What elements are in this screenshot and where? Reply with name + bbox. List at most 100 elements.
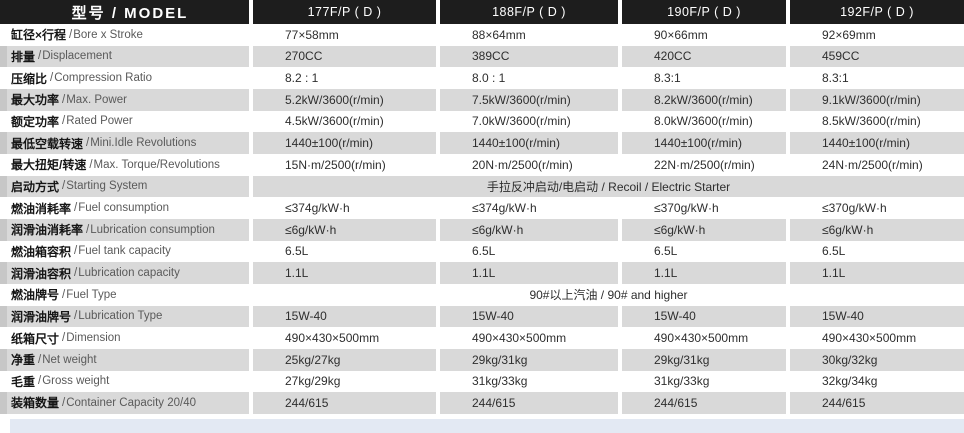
- spec-value: 8.3:1: [790, 67, 964, 89]
- row-label-zh: 最大扭矩/转速: [11, 158, 87, 173]
- spec-value: 15N·m/2500(r/min): [253, 153, 440, 176]
- column-header-model-188: 188F/P ( D ): [440, 0, 622, 24]
- row-label-separator: /: [38, 50, 42, 63]
- spec-value: 244/615: [790, 392, 964, 414]
- spec-value: 24N·m/2500(r/min): [790, 153, 964, 176]
- row-label: 润滑油消耗率 / Lubrication consumption: [0, 218, 253, 241]
- spec-value: 8.2 : 1: [253, 67, 440, 89]
- row-label-zh: 压缩比: [11, 71, 48, 86]
- row-label-separator: /: [74, 310, 78, 323]
- spec-value: 6.5L: [790, 240, 964, 263]
- spec-value: 77×58mm: [253, 24, 440, 46]
- spec-value: 4.5kW/3600(r/min): [253, 110, 440, 133]
- spec-row: 缸径×行程 / Bore x Stroke 77×58mm 88×64mm 90×66…: [0, 24, 964, 46]
- spec-value: 420CC: [622, 45, 790, 68]
- spec-value: 6.5L: [253, 240, 440, 263]
- row-label-separator: /: [69, 28, 73, 41]
- row-label-zh: 额定功率: [11, 114, 60, 129]
- row-label: 净重 / Net weight: [0, 348, 253, 371]
- spec-value: 490×430×500mm: [253, 327, 440, 349]
- spec-value: 270CC: [253, 45, 440, 68]
- row-label-zh: 燃油消耗率: [11, 201, 72, 216]
- row-label-separator: /: [74, 267, 78, 280]
- row-label-en: Rated Power: [66, 115, 133, 128]
- spec-value: 1.1L: [440, 262, 622, 284]
- spec-row: 装箱数量 / Container Capacity 20/40 244/615 24…: [0, 392, 964, 414]
- spec-value: ≤6g/kW·h: [253, 218, 440, 241]
- spec-value: 22N·m/2500(r/min): [622, 153, 790, 176]
- spec-row: 压缩比 / Compression Ratio 8.2 : 1 8.0 : 1 8.3…: [0, 67, 964, 89]
- row-label-separator: /: [62, 115, 66, 128]
- row-label-en: Fuel consumption: [78, 202, 169, 215]
- row-label-zh: 净重: [11, 353, 36, 368]
- row-label: 最低空载转速 / Mini.Idle Revolutions: [0, 132, 253, 154]
- spec-value: 1440±100(r/min): [440, 132, 622, 154]
- spec-row: 润滑油牌号 / Lubrication Type 15W-40 15W-40 15W-…: [0, 305, 964, 328]
- row-label-separator: /: [38, 353, 42, 366]
- row-label-en: Container Capacity 20/40: [66, 396, 196, 409]
- spec-row: 燃油箱容积 / Fuel tank capacity 6.5L 6.5L 6.5L 6.…: [0, 240, 964, 263]
- spec-value: 25kg/27kg: [253, 348, 440, 371]
- spec-value-span: 手拉反冲启动/电启动 / Recoil / Electric Starter: [253, 175, 964, 198]
- spec-value: 1.1L: [790, 262, 964, 284]
- row-label-zh: 装箱数量: [11, 396, 60, 411]
- row-label-zh: 启动方式: [11, 179, 60, 194]
- row-label: 润滑油容积 / Lubrication capacity: [0, 262, 253, 284]
- row-label: 燃油箱容积 / Fuel tank capacity: [0, 240, 253, 263]
- spec-value: 92×69mm: [790, 24, 964, 46]
- spec-value: 8.2kW/3600(r/min): [622, 88, 790, 111]
- footer-band: [10, 418, 964, 433]
- row-label: 最大扭矩/转速 / Max. Torque/Revolutions: [0, 153, 253, 176]
- spec-value: 29kg/31kg: [440, 348, 622, 371]
- row-label-en: Lubrication capacity: [78, 267, 180, 280]
- spec-value: ≤6g/kW·h: [790, 218, 964, 241]
- spec-value: 6.5L: [440, 240, 622, 263]
- spec-value: 15W-40: [440, 305, 622, 328]
- spec-value: 15W-40: [253, 305, 440, 328]
- spec-value: 31kg/33kg: [622, 370, 790, 393]
- row-label: 压缩比 / Compression Ratio: [0, 67, 253, 89]
- row-label-zh: 燃油箱容积: [11, 244, 72, 259]
- spec-row: 最低空载转速 / Mini.Idle Revolutions 1440±100(r…: [0, 132, 964, 154]
- spec-value: 9.1kW/3600(r/min): [790, 88, 964, 111]
- spec-value: 20N·m/2500(r/min): [440, 153, 622, 176]
- spec-value: 5.2kW/3600(r/min): [253, 88, 440, 111]
- spec-row: 最大功率 / Max. Power 5.2kW/3600(r/min) 7.5kW/…: [0, 88, 964, 111]
- row-label: 启动方式 / Starting System: [0, 175, 253, 198]
- row-label-en: Gross weight: [42, 375, 110, 388]
- row-label-zh: 最低空载转速: [11, 136, 84, 151]
- row-label: 最大功率 / Max. Power: [0, 88, 253, 111]
- row-label: 润滑油牌号 / Lubrication Type: [0, 305, 253, 328]
- spec-value: 32kg/34kg: [790, 370, 964, 393]
- row-label-en: Max. Torque/Revolutions: [93, 158, 220, 171]
- spec-row: 毛重 / Gross weight 27kg/29kg 31kg/33kg 31kg/…: [0, 370, 964, 393]
- row-label: 燃油牌号 / Fuel Type: [0, 283, 253, 306]
- spec-row: 最大扭矩/转速 / Max. Torque/Revolutions 15N·m/2…: [0, 153, 964, 176]
- table-body: 缸径×行程 / Bore x Stroke 77×58mm 88×64mm 90×66…: [0, 24, 964, 414]
- row-label-separator: /: [62, 93, 66, 106]
- column-header-model-177: 177F/P ( D ): [253, 0, 440, 24]
- spec-value: 31kg/33kg: [440, 370, 622, 393]
- row-label: 排量 / Displacement: [0, 45, 253, 68]
- row-label-separator: /: [62, 332, 66, 345]
- spec-row: 燃油消耗率 / Fuel consumption ≤374g/kW·h ≤374g/…: [0, 197, 964, 219]
- spec-value: 389CC: [440, 45, 622, 68]
- spec-row: 启动方式 / Starting System 手拉反冲启动/电启动 / Recoi…: [0, 175, 964, 198]
- spec-value: 15W-40: [622, 305, 790, 328]
- row-label-separator: /: [74, 202, 78, 215]
- spec-value: 244/615: [440, 392, 622, 414]
- spec-value: 244/615: [253, 392, 440, 414]
- row-label-en: Lubrication Type: [78, 310, 163, 323]
- row-label-en: Fuel Type: [66, 288, 117, 301]
- spec-value: 490×430×500mm: [790, 327, 964, 349]
- row-label-separator: /: [62, 288, 66, 301]
- row-label-en: Dimension: [66, 332, 121, 345]
- spec-value: 1.1L: [622, 262, 790, 284]
- spec-value: ≤6g/kW·h: [622, 218, 790, 241]
- spec-value: ≤6g/kW·h: [440, 218, 622, 241]
- row-label: 缸径×行程 / Bore x Stroke: [0, 24, 253, 46]
- spec-row: 润滑油容积 / Lubrication capacity 1.1L 1.1L 1.1L…: [0, 262, 964, 284]
- row-label-separator: /: [38, 375, 42, 388]
- row-label: 额定功率 / Rated Power: [0, 110, 253, 133]
